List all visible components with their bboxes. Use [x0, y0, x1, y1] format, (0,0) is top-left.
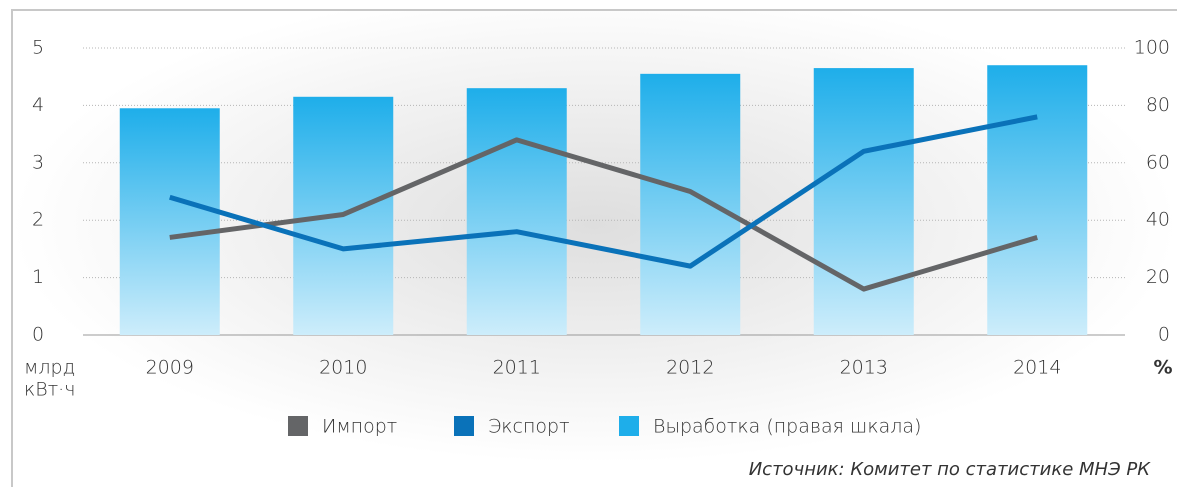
bar: [640, 73, 741, 335]
legend-swatch: [288, 416, 308, 436]
x-tick-label: 2011: [493, 357, 541, 379]
y2-tick-label: 20: [1146, 266, 1170, 288]
y2-tick-label: 0: [1158, 324, 1170, 346]
bar: [813, 68, 914, 335]
y-tick-label: 3: [32, 151, 44, 173]
y2-tick-label: 60: [1146, 151, 1170, 173]
y2-tick-label: 100: [1134, 37, 1170, 59]
x-tick-label: 2009: [146, 357, 194, 379]
y-tick-label: 1: [32, 266, 44, 288]
y2-label: %: [1153, 357, 1172, 379]
legend-label: Импорт: [322, 416, 397, 438]
y2-tick-label: 80: [1146, 94, 1170, 116]
bar: [466, 88, 567, 336]
line: [169, 137, 1038, 292]
legend-label: Выработка (правая шкала): [653, 416, 921, 438]
legend-swatch: [454, 416, 474, 436]
y-label: кВт·ч: [24, 379, 75, 401]
x-tick-label: 2014: [1013, 357, 1061, 379]
y-tick-label: 4: [32, 94, 44, 116]
legend-label: Экспорт: [488, 416, 570, 438]
x-tick-label: 2013: [840, 357, 888, 379]
frame: [11, 9, 1177, 487]
x-tick-label: 2010: [319, 357, 367, 379]
y2-tick-label: 40: [1146, 209, 1170, 231]
y-tick-label: 5: [32, 37, 44, 59]
y-label: млрд: [24, 357, 75, 379]
y-tick-label: 2: [32, 209, 44, 231]
x-tick-label: 2012: [666, 357, 714, 379]
y-tick-label: 0: [32, 324, 44, 346]
legend-swatch: [619, 416, 639, 436]
source: Источник: Комитет по статистике МНЭ РК: [749, 459, 1152, 480]
line: [169, 114, 1038, 269]
bar: [987, 65, 1088, 335]
bar: [119, 108, 220, 336]
